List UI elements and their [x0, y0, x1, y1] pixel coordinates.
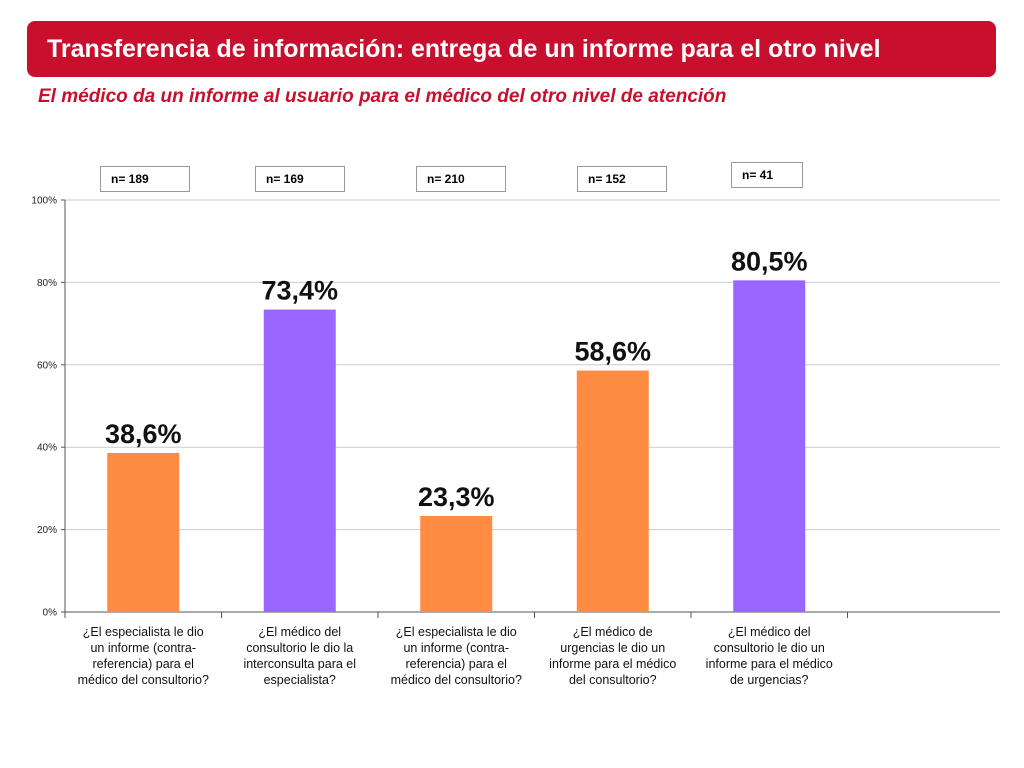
- y-tick-label: 80%: [37, 278, 57, 289]
- category-label: ¿El médico del consultorio le dio la inter…: [223, 624, 377, 688]
- category-label-line: referencia) para el: [405, 657, 507, 671]
- bar-value-label: 58,6%: [574, 337, 651, 367]
- category-label-line: ¿El especialista le dio: [82, 625, 204, 639]
- sample-size-box: n= 152: [577, 166, 667, 192]
- sample-size-box: n= 41: [731, 162, 803, 188]
- category-label-line: del consultorio?: [568, 673, 657, 687]
- category-label: ¿El médico del consultorio le dio un infor…: [692, 624, 846, 688]
- category-label-line: consultorio le dio la: [246, 641, 354, 655]
- category-label-line: un informe (contra-: [90, 641, 197, 655]
- category-label: ¿El médico de urgencias le dio un informe …: [536, 624, 690, 688]
- y-tick-label: 60%: [37, 360, 57, 371]
- category-label-line: especialista?: [263, 673, 336, 687]
- category-label-line: médico del consultorio?: [77, 673, 209, 687]
- category-label-line: ¿El médico de: [572, 625, 653, 639]
- y-tick-label: 40%: [37, 443, 57, 454]
- page-subtitle: El médico da un informe al usuario para …: [38, 86, 727, 107]
- sample-size-box: n= 210: [416, 166, 506, 192]
- bar-value-label: 23,3%: [418, 482, 495, 512]
- bar: [420, 516, 493, 612]
- category-label-line: de urgencias?: [729, 673, 809, 687]
- category-label-line: un informe (contra-: [403, 641, 510, 655]
- category-label-line: interconsulta para el: [243, 657, 357, 671]
- category-label-line: ¿El médico del: [258, 625, 342, 639]
- category-label: ¿El especialista le dio un informe (contr…: [379, 624, 533, 688]
- bar: [576, 370, 649, 612]
- sample-size-box: n= 189: [100, 166, 190, 192]
- category-label-line: consultorio le dio un: [713, 641, 825, 655]
- y-tick-label: 20%: [37, 525, 57, 536]
- title-bar: Transferencia de información: entrega de…: [27, 21, 996, 77]
- category-label-line: médico del consultorio?: [390, 673, 522, 687]
- category-label-line: ¿El especialista le dio: [395, 625, 517, 639]
- category-label: ¿El especialista le dio un informe (contr…: [66, 624, 220, 688]
- category-label-line: ¿El médico del: [727, 625, 811, 639]
- bar-value-label: 80,5%: [731, 246, 808, 276]
- bar-value-label: 38,6%: [105, 419, 182, 449]
- category-label-line: urgencias le dio un: [560, 641, 666, 655]
- category-label-line: informe para el médico: [549, 657, 677, 671]
- category-label-line: referencia) para el: [92, 657, 194, 671]
- bar-value-label: 73,4%: [261, 276, 338, 306]
- y-tick-label: 100%: [31, 196, 57, 207]
- bar: [263, 309, 336, 612]
- y-tick-label: 0%: [43, 608, 58, 619]
- page-title: Transferencia de información: entrega de…: [47, 34, 881, 63]
- bar: [107, 452, 180, 612]
- category-label-line: informe para el médico: [705, 657, 833, 671]
- sample-size-box: n= 169: [255, 166, 345, 192]
- bar: [733, 280, 806, 612]
